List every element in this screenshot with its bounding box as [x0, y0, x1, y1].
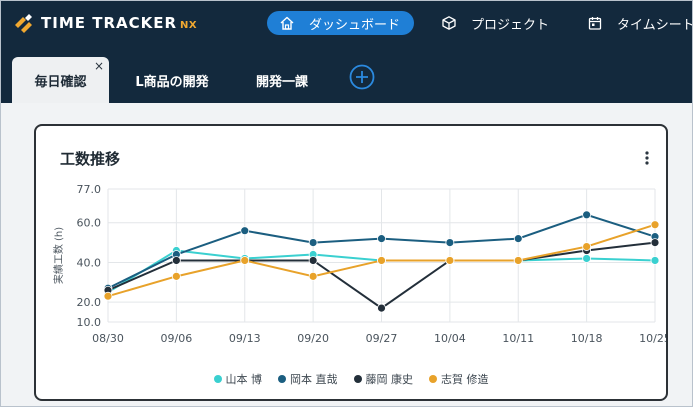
tab-l-product-dev[interactable]: L商品の開発	[127, 57, 217, 103]
data-point	[308, 256, 318, 265]
tab-l-product-dev-label: L商品の開発	[135, 74, 209, 90]
legend-swatch	[353, 375, 362, 383]
home-icon	[280, 16, 294, 30]
data-point	[171, 271, 181, 281]
close-icon[interactable]: ×	[93, 59, 104, 73]
legend-item[interactable]: 藤岡 康史	[353, 371, 414, 387]
data-point	[582, 242, 592, 251]
y-axis-label: 実績工数 (h)	[52, 227, 65, 284]
x-tick-label: 09/06	[161, 332, 193, 345]
legend-label: 志賀 修造	[441, 373, 489, 386]
nav-dashboard[interactable]: ダッシュボード	[267, 11, 415, 35]
y-tick-label: 10.0	[77, 316, 102, 329]
data-point	[308, 271, 318, 281]
logo-suffix: NX	[180, 19, 198, 31]
x-tick-label: 10/04	[434, 332, 466, 345]
workload-trend-card: 工数推移 77.0 60.0 40.0 20.0 10.0 08/30 09/06 09/13…	[34, 124, 668, 401]
dashboard-content: 工数推移 77.0 60.0 40.0 20.0 10.0 08/30 09/06 09/13…	[1, 103, 692, 406]
nav-timesheet-label: タイムシート	[617, 17, 693, 33]
data-point	[240, 226, 250, 236]
data-point	[445, 238, 455, 247]
x-tick-label: 08/30	[92, 332, 124, 345]
tab-bar: 毎日確認 × L商品の開発 開発一課	[1, 45, 692, 103]
legend-swatch	[429, 375, 437, 383]
data-point	[650, 256, 660, 265]
data-point	[445, 256, 455, 265]
tab-dev-section-1-label: 開発一課	[255, 74, 308, 90]
cube-icon	[442, 16, 456, 30]
data-point	[308, 238, 318, 247]
y-tick-label: 40.0	[77, 256, 102, 269]
nav-projects-label: プロジェクト	[471, 17, 550, 33]
logo-chevron-icon	[15, 14, 32, 33]
data-point	[240, 256, 250, 265]
legend-swatch	[278, 375, 286, 383]
legend-label: 山本 博	[225, 373, 263, 386]
x-tick-label: 10/25	[639, 332, 666, 345]
data-point	[377, 234, 386, 244]
data-point	[171, 256, 181, 265]
chart-legend: 山本 博 岡本 直哉 藤岡 康史 志賀 修造	[36, 371, 666, 387]
data-point	[513, 234, 523, 244]
more-options-icon[interactable]	[644, 150, 650, 166]
x-tick-label: 09/20	[297, 332, 329, 345]
x-tick-label: 10/18	[571, 332, 603, 345]
legend-item[interactable]: 志賀 修造	[429, 371, 489, 387]
legend-item[interactable]: 山本 博	[213, 371, 263, 387]
x-tick-label: 09/27	[366, 332, 398, 345]
x-tick-label: 10/11	[502, 332, 534, 345]
y-tick-label: 60.0	[77, 217, 102, 230]
nav-timesheet[interactable]: タイムシート	[587, 11, 693, 35]
tab-daily-check-label: 毎日確認	[34, 74, 87, 90]
tab-dev-section-1[interactable]: 開発一課	[249, 57, 315, 103]
legend-label: 藤岡 康史	[365, 373, 414, 386]
app-logo[interactable]: TIME TRACKER NX	[13, 9, 197, 37]
data-point	[650, 238, 660, 247]
legend-label: 岡本 直哉	[290, 373, 338, 386]
top-nav-bar: TIME TRACKER NX ダッシュボード プロジェクト	[1, 1, 693, 45]
data-point	[377, 303, 386, 313]
data-point	[103, 291, 113, 301]
data-point	[513, 256, 523, 265]
logo-text: TIME TRACKER	[41, 14, 178, 32]
nav-projects[interactable]: プロジェクト	[441, 11, 549, 35]
workload-line-chart: 77.0 60.0 40.0 20.0 10.0 08/30 09/06 09/13 09/20…	[52, 183, 666, 345]
y-tick-label: 20.0	[77, 296, 102, 309]
data-point	[582, 254, 592, 263]
plus-circle-icon[interactable]	[349, 64, 375, 90]
data-point	[582, 210, 592, 220]
tab-daily-check[interactable]: 毎日確認 ×	[12, 57, 109, 103]
calendar-icon	[588, 17, 602, 30]
y-tick-label: 77.0	[77, 183, 102, 196]
legend-swatch	[213, 375, 222, 383]
x-tick-label: 09/13	[229, 332, 261, 345]
nav-dashboard-label: ダッシュボード	[309, 17, 401, 33]
data-point	[650, 220, 660, 230]
card-title: 工数推移	[60, 150, 121, 168]
legend-item[interactable]: 岡本 直哉	[278, 371, 338, 387]
data-point	[377, 256, 386, 265]
